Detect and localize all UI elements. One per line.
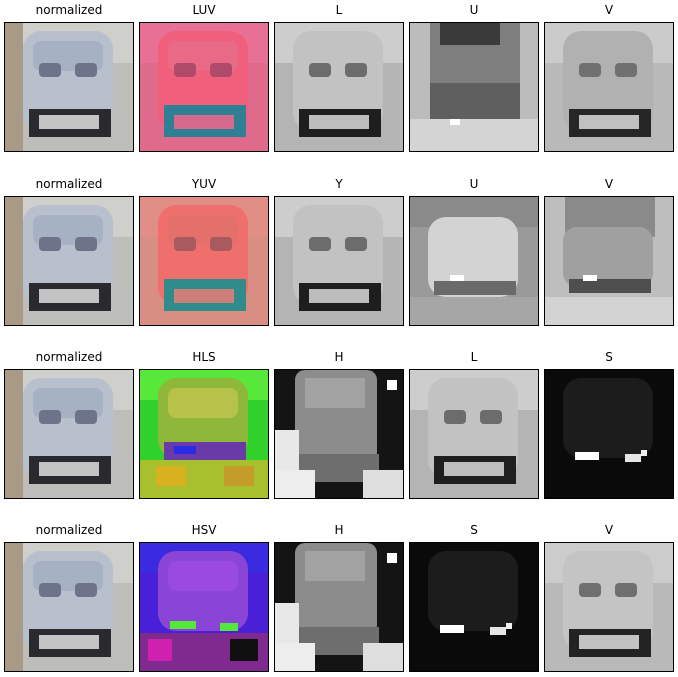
panel-title: S [470, 523, 478, 537]
cell-hls: HLS [139, 347, 269, 499]
panel-title: normalized [35, 3, 103, 17]
panel-title: LUV [192, 3, 216, 17]
cell-hsv-v: V [544, 520, 674, 672]
cell-hsv: HSV [139, 520, 269, 672]
panel-title: normalized [35, 177, 103, 191]
panel-title: V [604, 177, 614, 191]
panel-title: H [334, 350, 344, 364]
car-image-luv-u [409, 22, 539, 152]
car-image-hls-s [544, 369, 674, 499]
cell-yuv-v: V [544, 174, 674, 326]
car-image-luv [139, 22, 269, 152]
panel-title: V [604, 523, 614, 537]
panel-title: U [469, 3, 479, 17]
cell-hsv-s: S [409, 520, 539, 672]
car-image-hsv-v [544, 542, 674, 672]
cell-normalized: normalized [4, 0, 134, 152]
car-image-yuv-u [409, 196, 539, 326]
car-image-normalized [4, 22, 134, 152]
panel-title: normalized [35, 523, 103, 537]
panel-title: normalized [35, 350, 103, 364]
cell-normalized: normalized [4, 347, 134, 499]
panel-title: V [604, 3, 614, 17]
row-luv: normalized LUV [0, 0, 678, 152]
panel-title: S [605, 350, 613, 364]
cell-normalized: normalized [4, 520, 134, 672]
panel-title: HLS [192, 350, 216, 364]
panel-title: L [335, 3, 343, 17]
panel-title: YUV [191, 177, 217, 191]
panel-title: HSV [191, 523, 217, 537]
cell-hls-l: L [409, 347, 539, 499]
panel-title: H [334, 523, 344, 537]
cell-yuv-u: U [409, 174, 539, 326]
car-image-luv-l [274, 22, 404, 152]
car-image-hls-h [274, 369, 404, 499]
cell-luv: LUV [139, 0, 269, 152]
cell-normalized: normalized [4, 174, 134, 326]
car-image-hsv-h [274, 542, 404, 672]
row-hsv: normalized HSV [0, 520, 678, 672]
car-image-normalized [4, 196, 134, 326]
car-image-luv-v [544, 22, 674, 152]
cell-hsv-h: H [274, 520, 404, 672]
car-image-yuv-y [274, 196, 404, 326]
cell-hls-s: S [544, 347, 674, 499]
row-yuv: normalized YUV [0, 174, 678, 326]
panel-title: U [469, 177, 479, 191]
car-image-hsv [139, 542, 269, 672]
car-image-normalized [4, 542, 134, 672]
car-image-yuv [139, 196, 269, 326]
cell-luv-u: U [409, 0, 539, 152]
car-image-hls-l [409, 369, 539, 499]
car-image-hls [139, 369, 269, 499]
cell-yuv-y: Y [274, 174, 404, 326]
car-image-normalized [4, 369, 134, 499]
cell-luv-l: L [274, 0, 404, 152]
row-hls: normalized HLS [0, 347, 678, 499]
cell-yuv: YUV [139, 174, 269, 326]
car-image-hsv-s [409, 542, 539, 672]
car-image-yuv-v [544, 196, 674, 326]
cell-luv-v: V [544, 0, 674, 152]
panel-title: L [470, 350, 478, 364]
cell-hls-h: H [274, 347, 404, 499]
panel-title: Y [335, 177, 343, 191]
